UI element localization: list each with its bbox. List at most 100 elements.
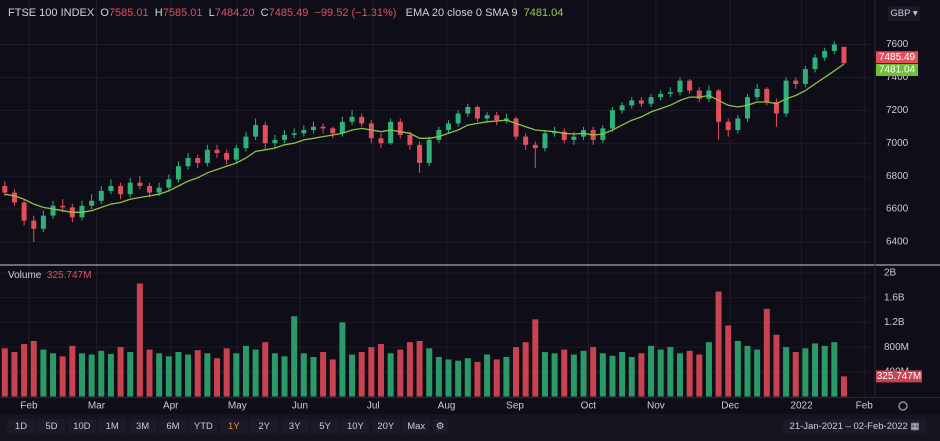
- candle-body: [301, 130, 307, 134]
- volume-bar: [493, 359, 500, 397]
- candle-body: [735, 118, 741, 131]
- volume-bar: [522, 342, 529, 397]
- x-tick-label: Nov: [647, 401, 665, 412]
- x-tick-label: Jun: [292, 401, 308, 412]
- volume-bar: [11, 352, 18, 397]
- candle-body: [108, 185, 114, 191]
- range-button[interactable]: 10D: [67, 419, 96, 434]
- volume-bar: [609, 355, 616, 397]
- volume-bar: [252, 349, 259, 397]
- volume-bar: [146, 349, 153, 397]
- volume-bar: [416, 340, 423, 397]
- volume-bar: [1, 348, 8, 397]
- candle-body: [773, 102, 779, 114]
- candle-body: [802, 69, 808, 84]
- volume-title: Volume: [8, 270, 42, 281]
- range-button[interactable]: 5D: [37, 419, 66, 434]
- volume-bar: [445, 359, 452, 397]
- volume-bar: [686, 350, 693, 397]
- volume-bar: [21, 344, 28, 397]
- candle-body: [716, 90, 722, 122]
- y-tick-label: 1.6B: [884, 292, 905, 303]
- volume-bar: [242, 345, 249, 397]
- candle-body: [446, 123, 452, 131]
- y-tick-label: 7200: [886, 105, 909, 116]
- range-button[interactable]: 20Y: [371, 419, 400, 434]
- volume-bar: [30, 340, 37, 397]
- range-button[interactable]: 1Y: [219, 419, 248, 434]
- range-button[interactable]: 1M: [98, 419, 127, 434]
- field-label: L: [208, 7, 215, 19]
- volume-bar: [619, 352, 626, 397]
- volume-bar: [78, 353, 85, 397]
- x-tick-label: Jul: [367, 401, 380, 412]
- candle-body: [349, 116, 355, 122]
- x-tick-label: Apr: [163, 401, 179, 412]
- candle-body: [175, 166, 181, 180]
- volume-bar: [676, 353, 683, 397]
- volume-bar: [88, 354, 95, 397]
- candle-body: [523, 136, 529, 145]
- range-button[interactable]: 10Y: [341, 419, 370, 434]
- candle-body: [224, 153, 230, 160]
- toolbar: 21-Jan-2021 – 02-Feb-2022 ▦ 1D 5D 10D 1M 3M 6…: [0, 414, 940, 441]
- date-range-text[interactable]: 21-Jan-2021 – 02-Feb-2022: [789, 421, 908, 432]
- volume-bar: [821, 345, 828, 397]
- volume-tag: [876, 370, 922, 383]
- volume-bar: [397, 349, 404, 397]
- chart: Feb Mar Apr May Jun Jul Aug Sep Oct Nov Dec 2022 Feb…: [0, 0, 940, 412]
- volume-bar: [744, 345, 751, 397]
- candle-body: [147, 185, 153, 193]
- x-tick-label: May: [228, 401, 247, 412]
- range-button[interactable]: 2Y: [250, 419, 279, 434]
- volume-bar: [233, 353, 240, 397]
- volume-bar: [648, 345, 655, 397]
- date-range[interactable]: 21-Jan-2021 – 02-Feb-2022 ▦: [783, 419, 926, 434]
- volume-bar: [773, 334, 780, 397]
- currency-button[interactable]: GBP ▾: [888, 6, 920, 21]
- range-button[interactable]: 3M: [128, 419, 157, 434]
- volume-bar: [513, 347, 520, 397]
- currency[interactable]: GBP: [890, 8, 911, 19]
- range-button[interactable]: YTD: [189, 419, 218, 434]
- volume-bar: [657, 349, 664, 397]
- volume-bar: [435, 356, 442, 397]
- candle-body: [484, 115, 490, 119]
- volume-bar: [570, 354, 577, 397]
- x-tick-label: Feb: [856, 401, 874, 412]
- volume-bar: [831, 342, 838, 397]
- volume-bar: [715, 291, 722, 397]
- volume-bar: [638, 353, 645, 397]
- candle-body: [532, 144, 538, 149]
- range-button[interactable]: 6M: [159, 419, 187, 434]
- indicator-name: EMA 20 close 0 SMA 9: [405, 7, 518, 19]
- volume-header: Volume 325.747M: [8, 270, 91, 281]
- volume-bar: [329, 359, 336, 397]
- candle-body: [629, 100, 635, 106]
- volume-bar: [455, 360, 462, 397]
- range-button[interactable]: 5Y: [311, 419, 339, 434]
- volume-bar: [532, 319, 539, 397]
- volume-bar: [377, 344, 384, 397]
- range-button[interactable]: 1D: [7, 419, 35, 434]
- candle-body: [166, 179, 172, 188]
- volume-bar: [725, 325, 732, 397]
- high-value: 7585.01: [162, 7, 203, 19]
- settings-button[interactable]: ⚙: [432, 419, 448, 434]
- candle-body: [841, 46, 847, 64]
- volume-bar: [561, 349, 568, 397]
- candle-body: [552, 131, 558, 134]
- candle-body: [127, 182, 133, 195]
- volume-bar: [300, 353, 307, 397]
- candle-body: [542, 133, 548, 149]
- candle-body: [658, 93, 664, 98]
- candle-body: [407, 134, 413, 145]
- candle-body: [822, 51, 828, 58]
- range-button[interactable]: Max: [402, 419, 431, 434]
- volume-bar: [185, 354, 192, 397]
- volume-bar: [464, 358, 471, 397]
- range-button[interactable]: 3Y: [280, 419, 309, 434]
- candle-body: [831, 44, 837, 52]
- volume-bar: [754, 349, 761, 397]
